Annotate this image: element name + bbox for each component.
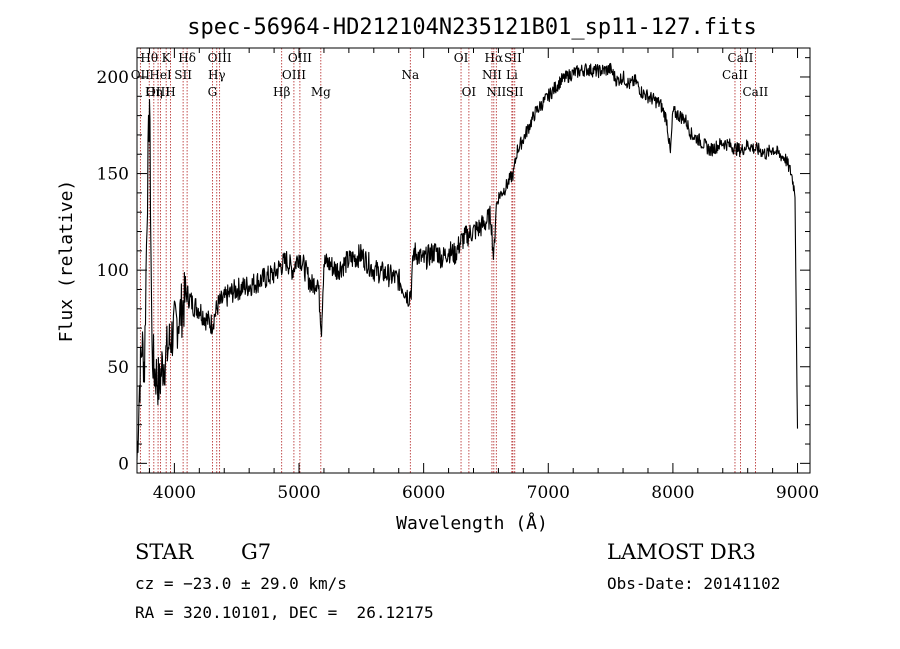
y-tick-label-100: 100 — [97, 261, 129, 281]
line-marker-label-0: Hθ — [140, 51, 158, 65]
line-marker-label-7: SII — [174, 68, 192, 82]
x-tick-label-4000: 4000 — [153, 483, 196, 503]
line-marker-label-27: CaII — [742, 85, 768, 99]
line-marker-label-10: Hγ — [208, 68, 226, 82]
line-marker-label-8: Hδ — [178, 51, 196, 65]
line-marker-label-16: Na — [401, 68, 419, 82]
line-marker-label-23: Li — [506, 68, 518, 82]
line-marker-label-20: NII — [482, 68, 502, 82]
line-marker-label-22: SII — [504, 51, 522, 65]
line-marker-label-17: OI — [454, 51, 469, 65]
x-tick-label-8000: 8000 — [651, 483, 694, 503]
plot-frame — [136, 47, 811, 474]
line-marker-label-15: Mg — [311, 85, 331, 99]
line-marker-label-18: OI — [462, 85, 477, 99]
line-marker-label-25: CaII — [728, 51, 754, 65]
line-marker-label-6: H — [165, 85, 175, 99]
y-axis: 0 50 100 150 200 — [97, 57, 810, 474]
line-marker-label-19: Hα — [485, 51, 504, 65]
line-marker-label-1: OII — [131, 68, 151, 82]
line-marker-label-4: HeI — [149, 68, 172, 82]
x-axis: 4000 5000 6000 7000 8000 9000 — [148, 48, 819, 503]
line-marker-label-13: OIII — [282, 68, 306, 82]
line-marker-label-3: K — [162, 51, 172, 65]
redshift-readout: cz = −23.0 ± 29.0 km/s — [135, 574, 347, 593]
line-marker-label-14: OIII — [288, 51, 312, 65]
line-marker-label-24: SII — [506, 85, 524, 99]
y-tick-label-0: 0 — [118, 454, 129, 474]
spectrum-line — [136, 62, 799, 461]
y-axis-label: Flux (relative) — [56, 180, 77, 343]
chart-title: spec-56964-HD212104N235121B01_sp11-127.f… — [187, 15, 757, 40]
line-marker-label-21: NII — [486, 85, 506, 99]
line-marker-label-9: OIII — [208, 51, 232, 65]
object-class: STAR — [135, 540, 194, 564]
spectrum-series — [136, 62, 799, 461]
line-marker-label-11: G — [208, 85, 218, 99]
coordinates-readout: RA = 320.10101, DEC = 26.12175 — [135, 603, 434, 622]
x-tick-label-5000: 5000 — [277, 483, 320, 503]
line-marker-label-2: OIII — [146, 85, 170, 99]
line-marker-label-26: CaII — [722, 68, 748, 82]
x-tick-label-6000: 6000 — [402, 483, 445, 503]
line-marker-label-12: Hβ — [273, 85, 290, 99]
y-tick-label-200: 200 — [97, 68, 129, 88]
line-marker-label-5: Hη — [145, 85, 163, 99]
y-tick-label-50: 50 — [107, 358, 129, 378]
x-axis-label: Wavelength (Å) — [396, 512, 548, 534]
x-tick-label-7000: 7000 — [527, 483, 570, 503]
object-subclass: G7 — [241, 540, 272, 564]
y-tick-label-150: 150 — [97, 165, 129, 185]
observation-date: Obs-Date: 20141102 — [607, 574, 781, 593]
x-tick-label-9000: 9000 — [776, 483, 819, 503]
survey-name: LAMOST DR3 — [607, 540, 756, 564]
